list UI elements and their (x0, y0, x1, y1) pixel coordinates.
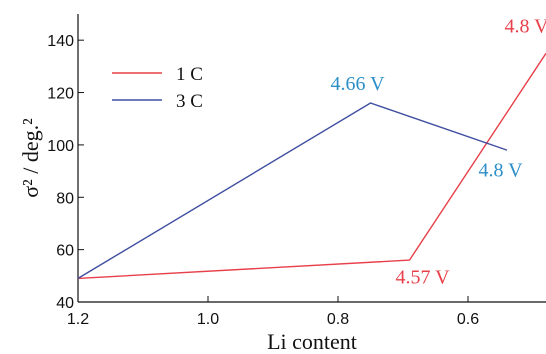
voltage-annotation: 4.8 V (478, 159, 523, 181)
y-tick-label: 120 (47, 86, 74, 103)
y-tick-label: 140 (47, 33, 74, 50)
legend-label: 1 C (176, 64, 203, 85)
y-tick-label: 40 (56, 295, 74, 312)
legend-label: 3 C (176, 91, 203, 112)
x-tick-label: 1.0 (197, 311, 219, 328)
voltage-annotation: 4.8 V (504, 15, 546, 37)
x-tick-label: 1.2 (67, 311, 89, 328)
voltage-annotation: 4.66 V (330, 73, 385, 95)
voltage-annotation: 4.57 V (395, 267, 450, 289)
y-tick-label: 60 (56, 243, 74, 260)
x-axis-label: Li content (267, 329, 357, 354)
x-tick-label: 0.6 (457, 311, 479, 328)
y-tick-label: 100 (47, 138, 74, 155)
y-axis-label: σ² / deg.² (18, 118, 43, 198)
x-tick-label: 0.8 (327, 311, 349, 328)
y-tick-label: 80 (56, 190, 74, 207)
